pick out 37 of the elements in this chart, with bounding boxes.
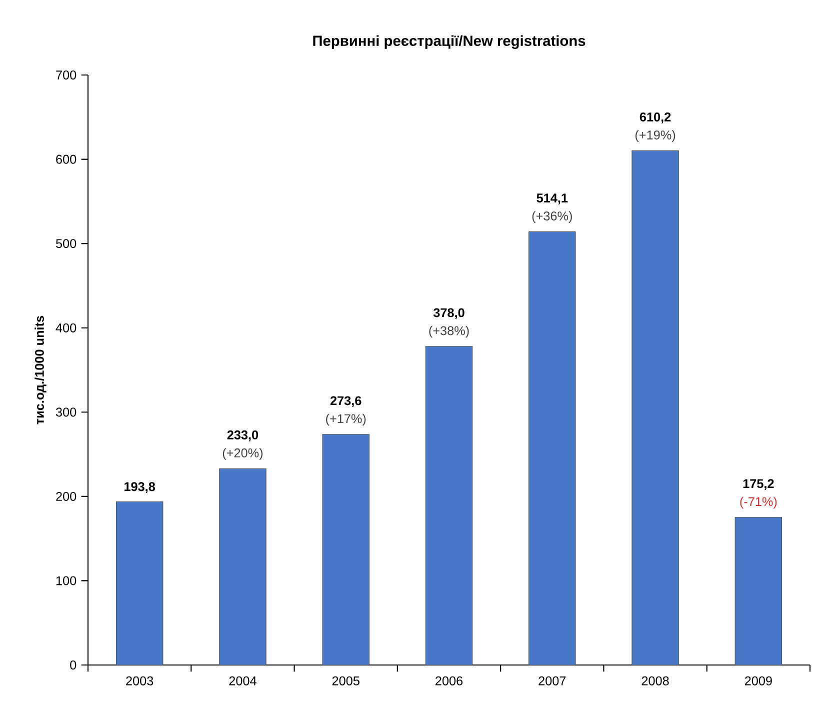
y-tick-label: 500 [56, 239, 76, 248]
data-label: 233,0 [227, 430, 258, 442]
y-tick-label: 200 [56, 492, 76, 501]
bar [425, 346, 473, 666]
bar [219, 468, 266, 666]
bar [632, 150, 679, 666]
data-label: 193,8 [124, 482, 156, 493]
x-tick-label: 2004 [229, 676, 256, 686]
y-tick-label: 100 [56, 576, 76, 586]
x-tick-label: 2007 [538, 676, 566, 686]
x-tick-label: 2006 [436, 676, 463, 686]
data-label: 175,2 [743, 479, 774, 490]
y-tick-label: 600 [56, 154, 76, 164]
y-tick-label: 400 [56, 323, 76, 332]
y-tick-label: 300 [56, 408, 76, 417]
y-axis-title: тис.од./1000 units [34, 316, 46, 424]
y-tick-label: 700 [56, 70, 76, 80]
data-label: 514,1 [536, 194, 568, 204]
annotation: (+36%) [532, 211, 572, 223]
x-tick-label: 2005 [332, 676, 360, 686]
annotation: (+20%) [222, 448, 263, 460]
data-label: 610,2 [640, 112, 671, 124]
y-tick-label: 0 [70, 660, 76, 670]
annotation: (+38%) [429, 326, 469, 338]
chart-title: Первинні реєстрації/New registrations [313, 35, 586, 49]
x-tick-label: 2008 [642, 676, 669, 686]
bar [734, 517, 782, 666]
annotation: (+19%) [635, 130, 676, 142]
data-label: 378,0 [433, 308, 464, 320]
bar [322, 434, 370, 666]
bar [116, 501, 164, 666]
annotation: (+17%) [326, 414, 366, 426]
x-tick-label: 2003 [126, 676, 154, 686]
x-tick-label: 2009 [744, 676, 772, 686]
data-label: 273,6 [330, 396, 362, 408]
bar [528, 231, 576, 666]
annotation: (-71%) [740, 496, 777, 509]
